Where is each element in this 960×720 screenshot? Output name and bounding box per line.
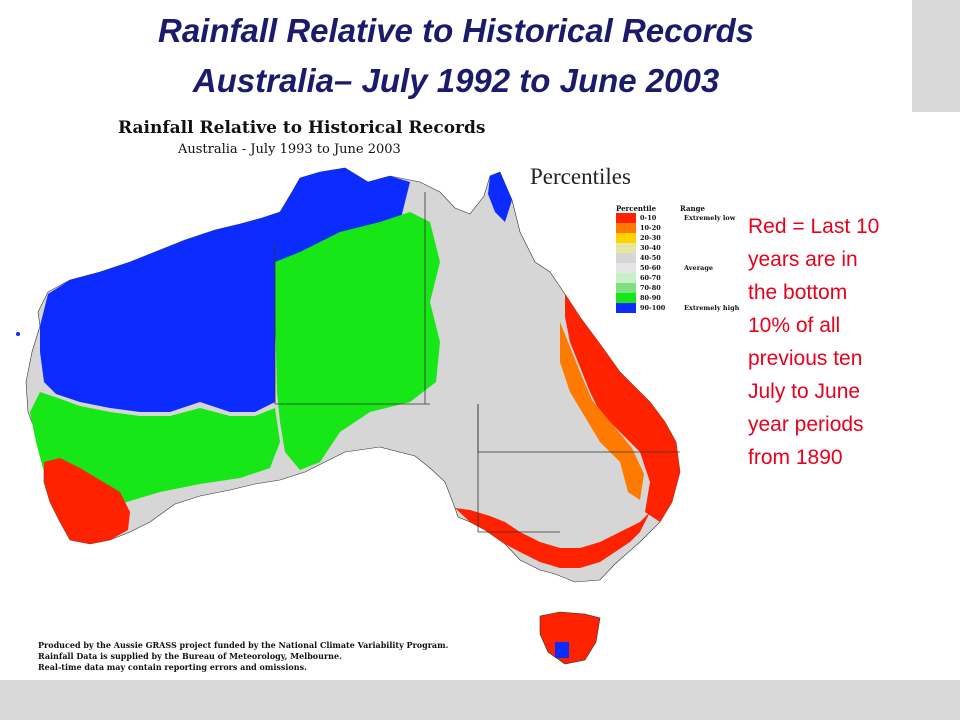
legend-row: 30-40 [612, 243, 752, 253]
map-legend: Percentile Range 0-10 Extremely low 10-20 2… [612, 204, 752, 313]
east-coast-red-region [565, 294, 680, 522]
percentiles-label: Percentiles [530, 164, 631, 189]
legend-range: 80-90 [640, 294, 661, 302]
legend-header-percentile: Percentile [616, 204, 657, 213]
legend-swatch [616, 303, 636, 313]
legend-row: 20-30 [612, 233, 752, 243]
tasmania-shape [539, 611, 601, 665]
right-panel [755, 112, 960, 680]
legend-swatch [616, 283, 636, 293]
map-title: Rainfall Relative to Historical Records [118, 118, 486, 138]
legend-rows: 0-10 Extremely low 10-20 20-30 30-40 40-50 50-… [612, 213, 752, 313]
legend-row: 60-70 [612, 273, 752, 283]
title-panel: Rainfall Relative to Historical Records … [0, 0, 912, 112]
legend-swatch [616, 253, 636, 263]
annotation-line: July to June [748, 380, 861, 403]
legend-header: Percentile Range [612, 204, 752, 213]
bottom-strip [0, 680, 960, 720]
slide-title-line1: Rainfall Relative to Historical Records [157, 12, 754, 49]
annotation-line: 10% of all [748, 314, 841, 337]
legend-swatch [616, 263, 636, 273]
legend-range: 40-50 [640, 254, 661, 262]
island-dot [297, 181, 303, 187]
legend-description: Extremely high [684, 304, 740, 312]
legend-range: 50-60 [640, 264, 661, 272]
annotation-line: the bottom [748, 281, 848, 304]
legend-range: 10-20 [640, 224, 661, 232]
map-credits: Produced by the Aussie GRASS project fun… [38, 640, 448, 673]
slide-title: Rainfall Relative to Historical Records … [0, 6, 912, 106]
legend-description: Extremely low [684, 214, 736, 222]
tasmania-blue-patch [555, 642, 569, 658]
island-dot [16, 332, 20, 336]
credits-line3: Real-time data may contain reporting err… [38, 662, 307, 672]
legend-row: 70-80 [612, 283, 752, 293]
legend-range: 30-40 [640, 244, 661, 252]
credits-line1: Produced by the Aussie GRASS project fun… [38, 640, 449, 650]
legend-description: Average [684, 264, 714, 272]
annotation-line: Red = Last 10 [748, 215, 880, 238]
legend-range: 90-100 [640, 304, 666, 312]
west-blue-region [40, 168, 410, 412]
annotation-text: Red = Last 10 years are in the bottom 10… [748, 210, 953, 474]
cape-york-blue [488, 172, 512, 222]
legend-row: 10-20 [612, 223, 752, 233]
credits-line2: Rainfall Data is supplied by the Bureau … [38, 651, 342, 661]
legend-range: 60-70 [640, 274, 661, 282]
legend-row: 50-60 Average [612, 263, 752, 273]
legend-swatch [616, 273, 636, 283]
legend-row: 40-50 [612, 253, 752, 263]
southwest-red-region [44, 458, 130, 544]
map-subtitle: Australia - July 1993 to June 2003 [178, 142, 401, 157]
annotation-line: years are in [748, 248, 858, 271]
legend-range: 0-10 [640, 214, 657, 222]
legend-header-range: Range [680, 204, 705, 213]
legend-row: 80-90 [612, 293, 752, 303]
state-borders [274, 192, 680, 533]
central-green-region [275, 212, 440, 470]
legend-swatch [616, 213, 636, 223]
southeast-red-region [455, 508, 650, 568]
legend-swatch [616, 293, 636, 303]
slide-title-line2: Australia– July 1992 to June 2003 [192, 62, 720, 99]
annotation-line: previous ten [748, 347, 863, 370]
legend-swatch [616, 233, 636, 243]
legend-range: 70-80 [640, 284, 661, 292]
legend-swatch [616, 223, 636, 233]
legend-swatch [616, 243, 636, 253]
map-image: Rainfall Relative to Historical Records … [0, 112, 755, 680]
australia-rainfall-map [16, 167, 681, 665]
legend-range: 20-30 [640, 234, 661, 242]
annotation-line: year periods [748, 413, 864, 436]
legend-row: 90-100 Extremely high [612, 303, 752, 313]
annotation-line: from 1890 [748, 446, 843, 469]
legend-row: 0-10 Extremely low [612, 213, 752, 223]
east-coast-orange-region [560, 322, 644, 500]
